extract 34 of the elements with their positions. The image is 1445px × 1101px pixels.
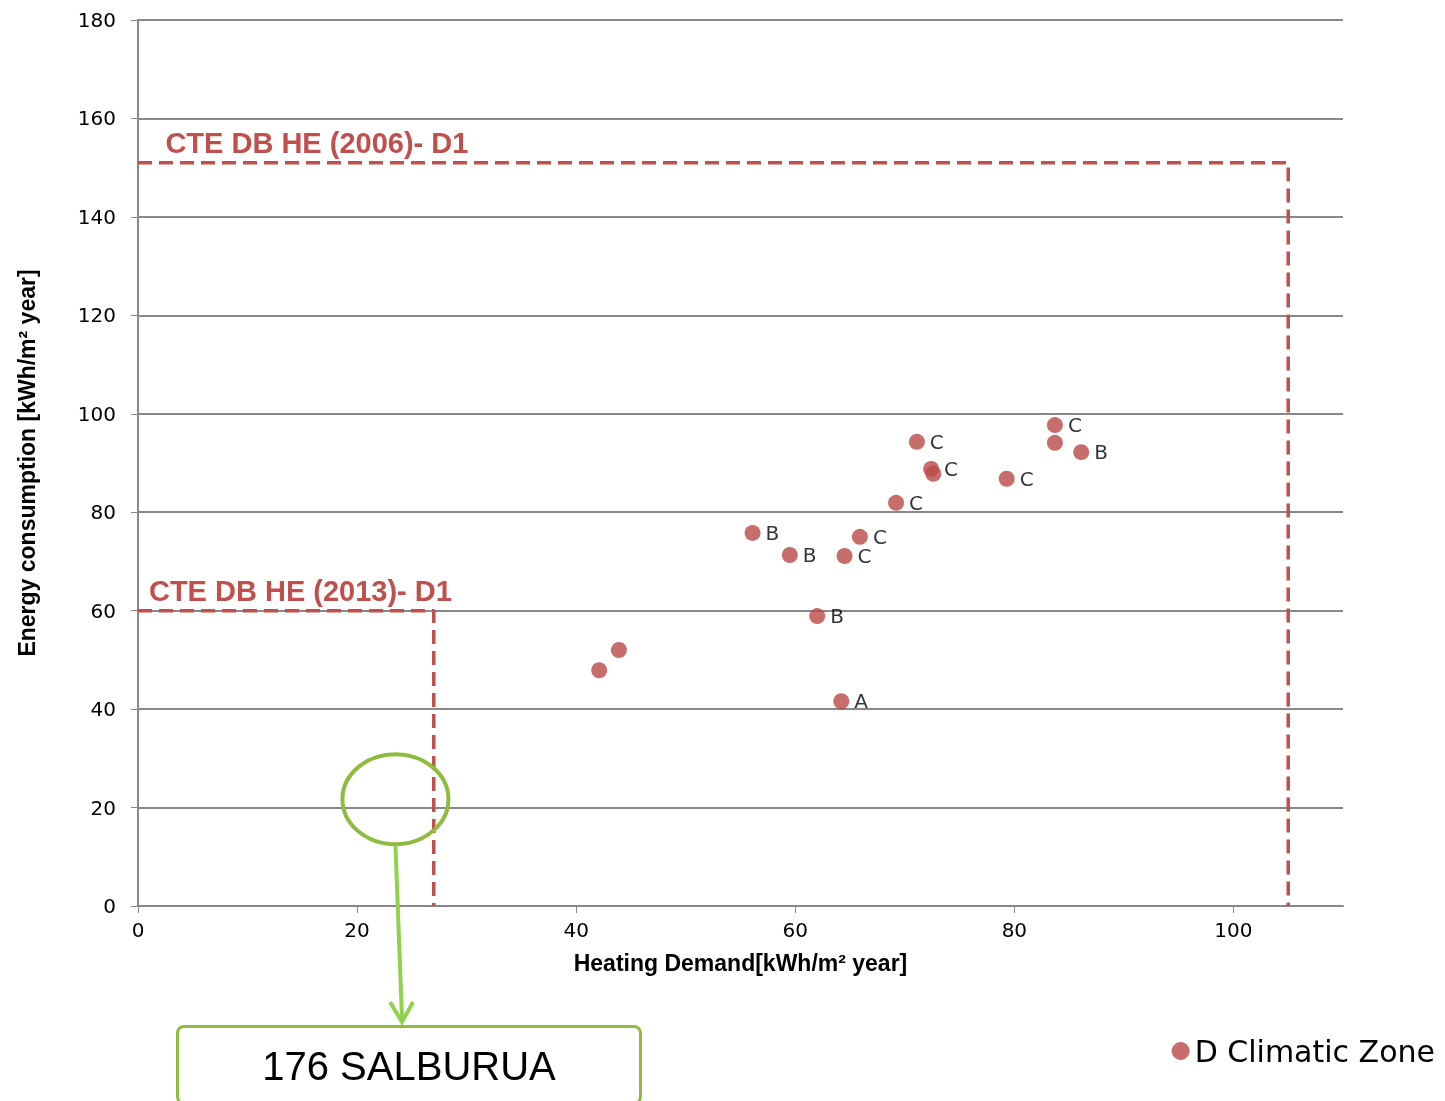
x-tick-label: 40 <box>563 918 589 942</box>
y-tick-label: 160 <box>77 106 116 131</box>
y-tick-label: 120 <box>77 303 116 328</box>
legend-label: D Climatic Zone <box>1194 1033 1436 1069</box>
data-label: C <box>944 456 959 481</box>
data-label: B <box>1094 440 1108 465</box>
x-tick-label: 80 <box>1001 918 1028 942</box>
data-label: C <box>857 544 872 569</box>
x-tick-label: 100 <box>1214 918 1253 942</box>
data-label: C <box>929 429 944 454</box>
annotation: CTE DB HE (2006)- D1 <box>165 126 469 160</box>
x-tick-label: 20 <box>344 918 370 942</box>
data-label: C <box>1019 466 1034 491</box>
y-tick-label: 60 <box>90 598 116 623</box>
data-label: B <box>765 520 780 545</box>
y-tick-label: 40 <box>90 697 116 722</box>
y-axis-title: Energy consumption [kWh/m² year] <box>13 269 40 657</box>
y-tick-label: 140 <box>77 204 116 229</box>
data-label: C <box>909 490 924 515</box>
data-label: A <box>854 689 869 714</box>
y-tick-label: 0 <box>103 894 116 918</box>
data-label: C <box>872 524 887 549</box>
y-tick-label: 20 <box>90 795 116 820</box>
data-label: C <box>1067 413 1082 438</box>
text: 176 SALBURUA <box>176 1025 642 1101</box>
y-tick-label: 100 <box>77 401 116 426</box>
data-label: B <box>830 604 844 629</box>
y-tick-label: 180 <box>77 8 116 32</box>
annotation: CTE DB HE (2013)- D1 <box>148 574 452 608</box>
x-tick-label: 0 <box>131 918 145 942</box>
data-label: B <box>802 543 817 568</box>
x-tick-label: 60 <box>782 918 808 942</box>
y-tick-label: 80 <box>90 500 116 525</box>
x-axis-title: Heating Demand[kWh/m² year] <box>573 949 908 976</box>
